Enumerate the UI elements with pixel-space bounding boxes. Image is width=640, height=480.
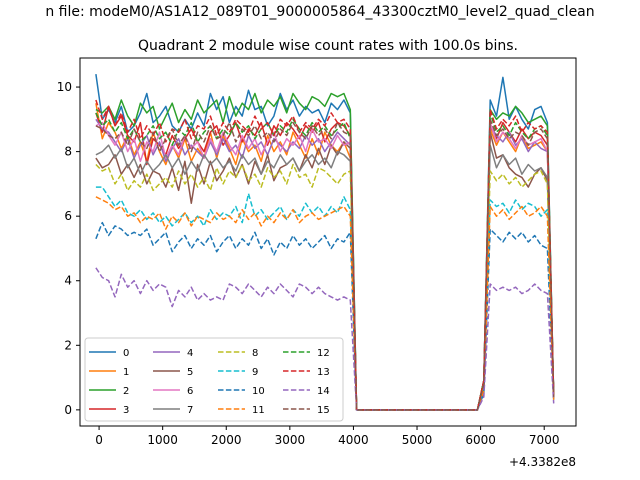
legend-label-2: 2: [123, 386, 129, 397]
y-tick-label: 2: [64, 338, 72, 352]
x-tick-label: 6000: [465, 433, 496, 447]
legend-label-15: 15: [317, 405, 330, 416]
legend-label-13: 13: [317, 367, 330, 378]
x-tick-label: 3000: [275, 433, 306, 447]
y-tick-label: 10: [57, 80, 72, 94]
legend-label-11: 11: [252, 405, 265, 416]
legend-label-4: 4: [187, 348, 193, 359]
legend-label-0: 0: [123, 348, 129, 359]
x-tick-label: 5000: [402, 433, 433, 447]
legend-label-12: 12: [317, 348, 330, 359]
x-tick-label: 4000: [338, 433, 369, 447]
series-layer: [95, 73, 555, 411]
x-tick-label: 0: [95, 433, 103, 447]
y-tick-label: 4: [64, 274, 72, 288]
x-tick-label: 7000: [529, 433, 560, 447]
y-tick-label: 8: [64, 145, 72, 159]
x-axis-ticks: 0 1000 2000 3000 4000 5000 6000 7000: [95, 426, 559, 447]
legend-label-14: 14: [317, 386, 330, 397]
legend-frame: [84, 337, 344, 422]
chart-title: Quadrant 2 module wise count rates with …: [138, 38, 518, 54]
legend-label-8: 8: [252, 348, 258, 359]
axes-frame: [79, 57, 577, 427]
series-line-15: [95, 118, 555, 411]
y-tick-label: 6: [64, 209, 72, 223]
legend-label-7: 7: [187, 405, 193, 416]
x-tick-label: 1000: [147, 433, 178, 447]
legend-label-9: 9: [252, 367, 258, 378]
x-axis-offset-label: +4.3382e8: [509, 455, 576, 469]
y-tick-label: 0: [64, 403, 72, 417]
legend-label-6: 6: [187, 386, 193, 397]
legend-label-3: 3: [123, 405, 129, 416]
legend-label-5: 5: [187, 367, 193, 378]
legend-label-1: 1: [123, 367, 129, 378]
y-axis-ticks: 0 2 4 6 8 10: [57, 80, 80, 417]
series-line-8: [95, 163, 555, 411]
legend-label-10: 10: [252, 386, 265, 397]
figure-suptitle: n file: modeM0/AS1A12_089T01_9000005864_…: [45, 4, 594, 20]
x-tick-label: 2000: [211, 433, 242, 447]
